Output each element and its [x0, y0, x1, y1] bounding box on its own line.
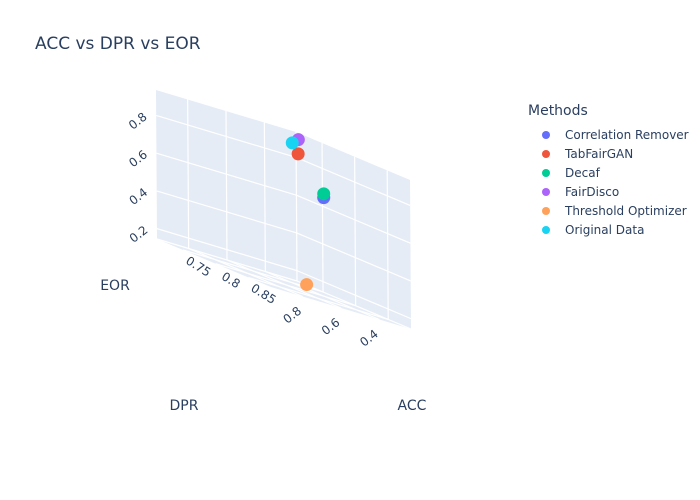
legend-title: Methods [528, 103, 588, 119]
gridline-dpr [188, 247, 303, 298]
z-axis-title: EOR [100, 278, 130, 294]
y-tick-label: 0.4 [357, 327, 381, 350]
legend-marker [542, 149, 550, 158]
gridline-dpr [187, 99, 190, 249]
gridline-eor [156, 190, 297, 234]
legend-marker [542, 225, 550, 234]
legend-label: FairDisco [565, 184, 620, 199]
legend-label: Original Data [565, 222, 645, 237]
z-tick-label: 0.2 [127, 223, 151, 246]
legend-label: Correlation Remover [565, 127, 689, 142]
gridline-eor [296, 270, 412, 320]
legend-marker [542, 187, 550, 196]
gridline-dpr [263, 122, 266, 272]
gridline-eor [156, 152, 297, 196]
legend-label: Threshold Optimizer [565, 203, 687, 218]
legend-label: TabFairGAN [565, 146, 634, 161]
legend-marker [542, 130, 550, 139]
legend: Methods Correlation Remover TabFairGAN Dec… [528, 103, 689, 239]
x-axis-title: ACC [398, 398, 427, 414]
y-axis-title: DPR [170, 398, 199, 414]
legend-marker [542, 206, 550, 215]
gridline-dpr [225, 110, 228, 261]
gridline-dpr [265, 270, 380, 321]
y-tick-label: 0.8 [281, 304, 305, 327]
legend-item-original-data[interactable]: Original Data [528, 220, 689, 239]
z-tick-label: 0.4 [127, 185, 151, 208]
y-tick-label: 0.6 [319, 315, 343, 338]
legend-marker [542, 168, 550, 177]
legend-item-decaf[interactable]: Decaf [528, 163, 689, 182]
data-point-decaf[interactable] [317, 187, 331, 201]
gridline-eor [156, 228, 298, 272]
legend-label: Decaf [565, 165, 600, 180]
z-tick-label: 0.8 [126, 110, 150, 133]
pane-dpr [296, 132, 411, 329]
legend-item-tabfairgan[interactable]: TabFairGAN [528, 144, 689, 163]
legend-item-fairdisco[interactable]: FairDisco [528, 182, 689, 201]
gridline-eor [155, 114, 297, 159]
chart-title: ACC vs DPR vs EOR [35, 34, 201, 54]
gridline-eor [296, 194, 411, 244]
data-point-threshold-optimizer[interactable] [300, 278, 314, 292]
z-tick-label: 0.6 [126, 147, 150, 170]
legend-item-correlation-remover[interactable]: Correlation Remover [528, 125, 689, 144]
plot-scene[interactable]: 0.750.80.850.40.60.80.20.40.60.8ACCDPREO… [100, 90, 427, 414]
legend-item-threshold-optimizer[interactable]: Threshold Optimizer [528, 201, 689, 220]
gridline-eor [296, 232, 411, 282]
data-point-tabfairgan[interactable] [291, 147, 305, 161]
gridline-eor [295, 156, 411, 207]
gridline-dpr [226, 259, 342, 309]
data-point-original-data[interactable] [285, 136, 299, 150]
